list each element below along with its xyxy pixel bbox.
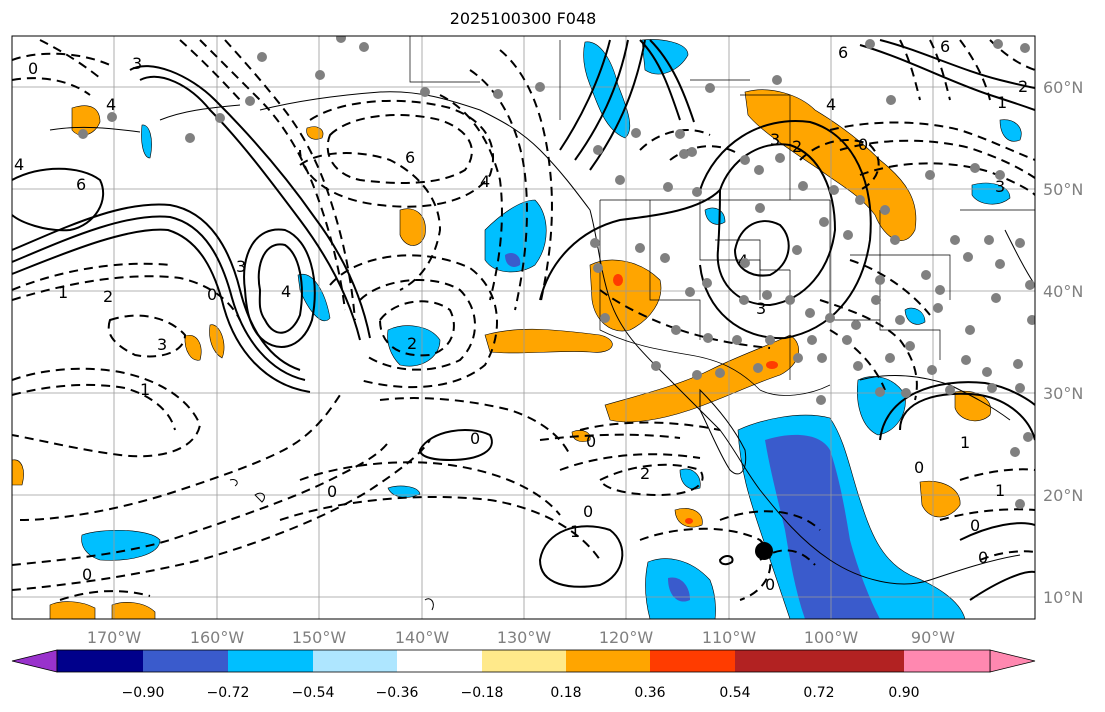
latitude-labels: 60°N 50°N 40°N 30°N 20°N 10°N	[1043, 78, 1083, 607]
contour-label: 3	[236, 257, 246, 276]
lon-label: 120°W	[599, 628, 654, 647]
contour-label: 2	[103, 287, 113, 306]
colorbar-segment	[566, 650, 650, 672]
contour-label: 0	[978, 548, 988, 567]
storm-center-marker	[755, 542, 773, 560]
contour-label: 1	[570, 522, 580, 541]
contour-label: 6	[838, 43, 848, 62]
lon-label: 100°W	[804, 628, 859, 647]
lon-label: 140°W	[395, 628, 450, 647]
contour-label: 1	[140, 380, 150, 399]
contour-label: 2	[1018, 77, 1028, 96]
contour-labels: 6 3 4 3 4 0 1 2 3 1 0 0 6 4 2 0 0 1 0 2 …	[14, 37, 1028, 594]
longitude-labels: 170°W 160°W 150°W 140°W 130°W 120°W 110°…	[87, 628, 955, 647]
lat-label: 50°N	[1043, 180, 1083, 199]
contour-label: 3	[770, 130, 780, 149]
strong-positive-fill	[613, 274, 778, 524]
colorbar-tick: 0.90	[888, 685, 919, 701]
contour-label: 4	[826, 95, 836, 114]
colorbar-tick: 0.18	[550, 685, 581, 701]
lon-label: 130°W	[497, 628, 552, 647]
contour-label: 2	[640, 464, 650, 483]
lon-label: 170°W	[87, 628, 142, 647]
colorbar-segment	[482, 650, 566, 672]
lat-label: 60°N	[1043, 78, 1083, 97]
contour-label: 6	[405, 148, 415, 167]
colorbar-segment	[819, 650, 904, 672]
colorbar-segment	[735, 650, 819, 672]
station-markers	[78, 36, 1035, 509]
colorbar-tick: −0.90	[122, 685, 165, 701]
colorbar-tick: 0.36	[634, 685, 665, 701]
lon-label: 110°W	[702, 628, 757, 647]
contour-label: 3	[157, 335, 167, 354]
contour-label: 0	[327, 482, 337, 501]
solid-contours	[12, 39, 1035, 601]
lat-label: 30°N	[1043, 384, 1083, 403]
colorbar-tick: −0.36	[376, 685, 419, 701]
colorbar-segment	[57, 650, 143, 672]
colorbar-tick: −0.54	[292, 685, 335, 701]
colorbar-tick: −0.18	[461, 685, 504, 701]
colorbar-segment	[143, 650, 228, 672]
colorbar-tick: −0.72	[207, 685, 250, 701]
contour-label: 0	[970, 516, 980, 535]
colorbar-segment	[904, 650, 990, 672]
colorbar-segment	[397, 650, 482, 672]
contour-label: 0	[583, 502, 593, 521]
contour-label: 1	[997, 93, 1007, 112]
contour-label: 0	[207, 285, 217, 304]
contour-label: 3	[756, 299, 766, 318]
colorbar-segment	[650, 650, 735, 672]
contour-label: 0	[28, 59, 38, 78]
contour-label: 1	[995, 481, 1005, 500]
dashed-contours	[12, 39, 1035, 601]
contour-label: 0	[586, 432, 596, 451]
colorbar-tick: 0.54	[719, 685, 750, 701]
contour-label: 4	[14, 155, 24, 174]
colorbar: −0.90 −0.72 −0.54 −0.36 −0.18 0.18 0.36 …	[11, 649, 1036, 701]
contour-label: 2	[792, 137, 802, 156]
strong-negative-fill	[505, 253, 880, 619]
contour-label: 0	[914, 458, 924, 477]
contour-label: 6	[940, 37, 950, 56]
contour-label: 0	[82, 565, 92, 584]
colorbar-segment	[228, 650, 313, 672]
contour-label: 3	[132, 54, 142, 73]
contour-label: 4	[281, 282, 291, 301]
contour-label: 0	[858, 135, 868, 154]
contour-label: 2	[407, 334, 417, 353]
colorbar-min-extension	[11, 649, 58, 673]
lon-label: 90°W	[911, 628, 955, 647]
map-frame	[11, 35, 1036, 620]
colorbar-tick: 0.72	[803, 685, 834, 701]
contour-label: 1	[960, 433, 970, 452]
graticule	[12, 36, 1035, 619]
contour-label: 1	[58, 283, 68, 302]
contour-label: 0	[470, 429, 480, 448]
lat-label: 20°N	[1043, 486, 1083, 505]
colorbar-segment	[313, 650, 397, 672]
lon-label: 160°W	[190, 628, 245, 647]
contour-label: 0	[765, 575, 775, 594]
contour-label: 6	[76, 175, 86, 194]
lat-label: 10°N	[1043, 588, 1083, 607]
page-title: 2025100300 F048	[449, 9, 597, 28]
contour-label: 4	[106, 95, 116, 114]
contour-label: 4	[480, 172, 490, 191]
lat-label: 40°N	[1043, 282, 1083, 301]
colorbar-max-extension	[989, 649, 1036, 673]
lon-label: 150°W	[292, 628, 347, 647]
contour-label: 3	[995, 177, 1005, 196]
